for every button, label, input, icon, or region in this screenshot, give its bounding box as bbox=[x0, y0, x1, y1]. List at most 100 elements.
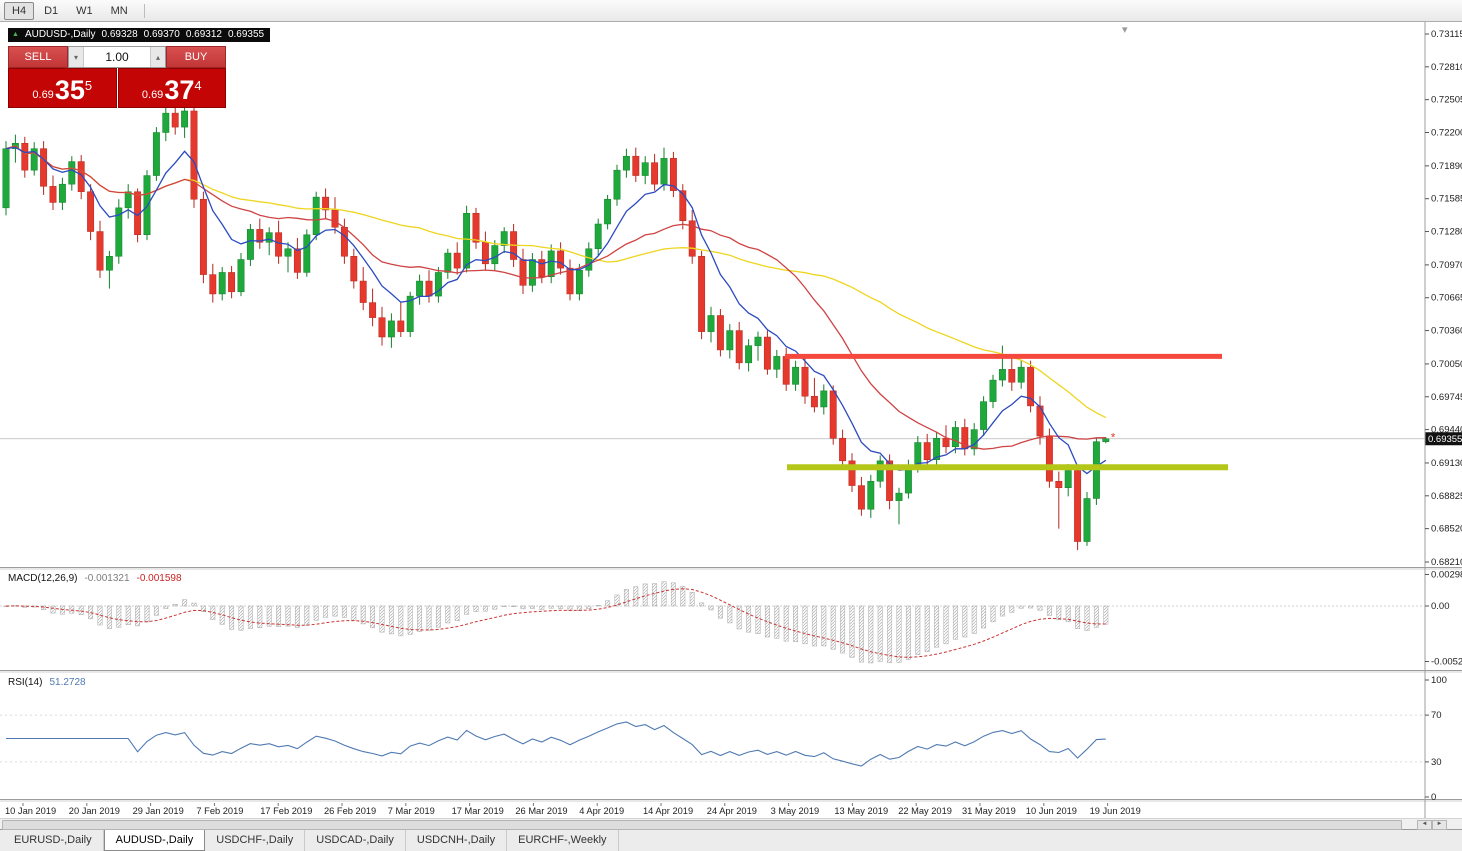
candle bbox=[340, 226, 348, 257]
timeframe-button-mn[interactable]: MN bbox=[103, 2, 136, 20]
tab-usdcnh-daily[interactable]: USDCNH-,Daily bbox=[406, 830, 508, 851]
price-tick: 0.72505 bbox=[1431, 95, 1462, 106]
date-tick: 29 Jan 2019 bbox=[133, 806, 184, 816]
date-tick: 22 May 2019 bbox=[898, 806, 952, 816]
ohlc-open: 0.69328 bbox=[101, 29, 138, 40]
price-tick: 0.73115 bbox=[1431, 29, 1462, 40]
macd-signal-value: -0.001598 bbox=[136, 573, 182, 584]
price-tick: 0.69440 bbox=[1431, 425, 1462, 436]
candle bbox=[1027, 366, 1035, 407]
price-tick: 0.70665 bbox=[1431, 293, 1462, 304]
candle bbox=[876, 460, 884, 482]
candle bbox=[773, 356, 781, 370]
volume-increment-button[interactable]: ▴ bbox=[150, 47, 165, 67]
candles-layer bbox=[2, 102, 1110, 551]
one-click-trading-panel: SELL ▾ 1.00 ▴ BUY 0.69 35 5 0.69 37 4 bbox=[8, 46, 226, 108]
tab-eurusd-daily[interactable]: EURUSD-,Daily bbox=[3, 830, 104, 851]
candle bbox=[632, 155, 640, 176]
macd-signal-line bbox=[5, 588, 1106, 658]
candle bbox=[923, 442, 931, 460]
rsi-scale-tick: 70 bbox=[1431, 710, 1442, 721]
sell-button[interactable]: SELL bbox=[8, 46, 68, 68]
chart-area[interactable]: * 0.73115 0.72810 0.72505 0.72200 0.71890 0.71… bbox=[0, 22, 1462, 818]
candle bbox=[848, 460, 856, 486]
tab-audusd-daily[interactable]: AUDUSD-,Daily bbox=[103, 830, 206, 851]
date-tick: 17 Feb 2019 bbox=[260, 806, 312, 816]
candle bbox=[77, 161, 85, 192]
price-tick: 0.71280 bbox=[1431, 227, 1462, 238]
candle bbox=[87, 191, 95, 232]
price-tick: 0.68210 bbox=[1431, 557, 1462, 568]
candle bbox=[933, 437, 941, 460]
candle bbox=[970, 429, 978, 450]
price-tick: 0.69745 bbox=[1431, 392, 1462, 403]
candle bbox=[575, 270, 583, 295]
candle bbox=[40, 148, 48, 187]
candle bbox=[707, 315, 715, 332]
candle bbox=[359, 280, 367, 303]
candle bbox=[491, 245, 499, 265]
buy-price-box[interactable]: 0.69 37 4 bbox=[117, 68, 226, 108]
macd-main-value: -0.001321 bbox=[84, 573, 130, 584]
rsi-name: RSI(14) bbox=[8, 677, 43, 688]
price-marker: * bbox=[1111, 431, 1116, 445]
candle bbox=[951, 427, 959, 448]
candle bbox=[49, 186, 57, 203]
volume-decrement-button[interactable]: ▾ bbox=[69, 47, 84, 67]
rsi-scale-tick: 100 bbox=[1431, 675, 1447, 686]
price-tick: 0.70970 bbox=[1431, 260, 1462, 271]
macd-name: MACD(12,26,9) bbox=[8, 573, 78, 584]
candle bbox=[500, 231, 508, 246]
candle bbox=[181, 110, 189, 128]
candle bbox=[96, 231, 104, 271]
toolbar-separator bbox=[143, 3, 145, 18]
volume-value[interactable]: 1.00 bbox=[105, 50, 129, 64]
candle bbox=[1008, 369, 1016, 383]
volume-stepper[interactable]: ▾ 1.00 ▴ bbox=[68, 46, 166, 68]
tab-eurchf-weekly[interactable]: EURCHF-,Weekly bbox=[507, 830, 619, 851]
horizontal-scrollbar[interactable]: ◄ ► bbox=[0, 818, 1462, 830]
candle bbox=[387, 320, 395, 338]
candle bbox=[895, 492, 903, 501]
candle bbox=[416, 280, 424, 297]
candle bbox=[1036, 405, 1044, 437]
timeframe-button-h4[interactable]: H4 bbox=[4, 1, 35, 20]
candle bbox=[622, 155, 630, 171]
macd-histogram bbox=[3, 581, 1109, 664]
buy-button[interactable]: BUY bbox=[166, 46, 226, 68]
candle bbox=[1074, 470, 1082, 542]
candle bbox=[124, 191, 132, 209]
candle bbox=[218, 272, 226, 295]
candle bbox=[782, 356, 790, 385]
chart-canvas[interactable]: * 0.73115 0.72810 0.72505 0.72200 0.71890 0.71… bbox=[0, 22, 1462, 818]
candle bbox=[829, 390, 837, 439]
buy-price-prefix: 0.69 bbox=[141, 89, 164, 101]
date-tick: 10 Jun 2019 bbox=[1026, 806, 1077, 816]
rsi-label: RSI(14) 51.2728 bbox=[8, 677, 86, 688]
candle bbox=[754, 336, 762, 346]
price-tick: 0.70050 bbox=[1431, 359, 1462, 370]
scroll-left-button[interactable]: ◄ bbox=[1417, 820, 1432, 830]
timeframe-button-w1[interactable]: W1 bbox=[68, 2, 101, 20]
scrollbar-thumb[interactable] bbox=[2, 820, 1402, 830]
chart-title: ▲ AUDUSD-,Daily 0.69328 0.69370 0.69312 … bbox=[8, 28, 271, 42]
candle bbox=[434, 272, 442, 297]
tab-usdchf-daily[interactable]: USDCHF-,Daily bbox=[205, 830, 306, 851]
ma-slow-line bbox=[5, 145, 1107, 419]
scroll-right-button[interactable]: ► bbox=[1432, 820, 1447, 830]
candle bbox=[735, 330, 743, 364]
chevron-down-icon[interactable]: ▾ bbox=[1122, 24, 1128, 36]
candle bbox=[660, 158, 668, 185]
current-price-badge bbox=[1425, 432, 1462, 446]
price-tick: 0.72810 bbox=[1431, 62, 1462, 73]
price-tick: 0.72200 bbox=[1431, 127, 1462, 138]
tab-usdcad-daily[interactable]: USDCAD-,Daily bbox=[305, 830, 406, 851]
candle bbox=[293, 248, 301, 273]
price-tick: 0.71585 bbox=[1431, 194, 1462, 205]
candle bbox=[190, 110, 198, 200]
rsi-scale-tick: 30 bbox=[1431, 757, 1442, 768]
candle bbox=[557, 250, 565, 269]
timeframe-button-d1[interactable]: D1 bbox=[36, 2, 66, 20]
date-tick: 4 Apr 2019 bbox=[579, 806, 624, 816]
sell-price-box[interactable]: 0.69 35 5 bbox=[8, 68, 117, 108]
